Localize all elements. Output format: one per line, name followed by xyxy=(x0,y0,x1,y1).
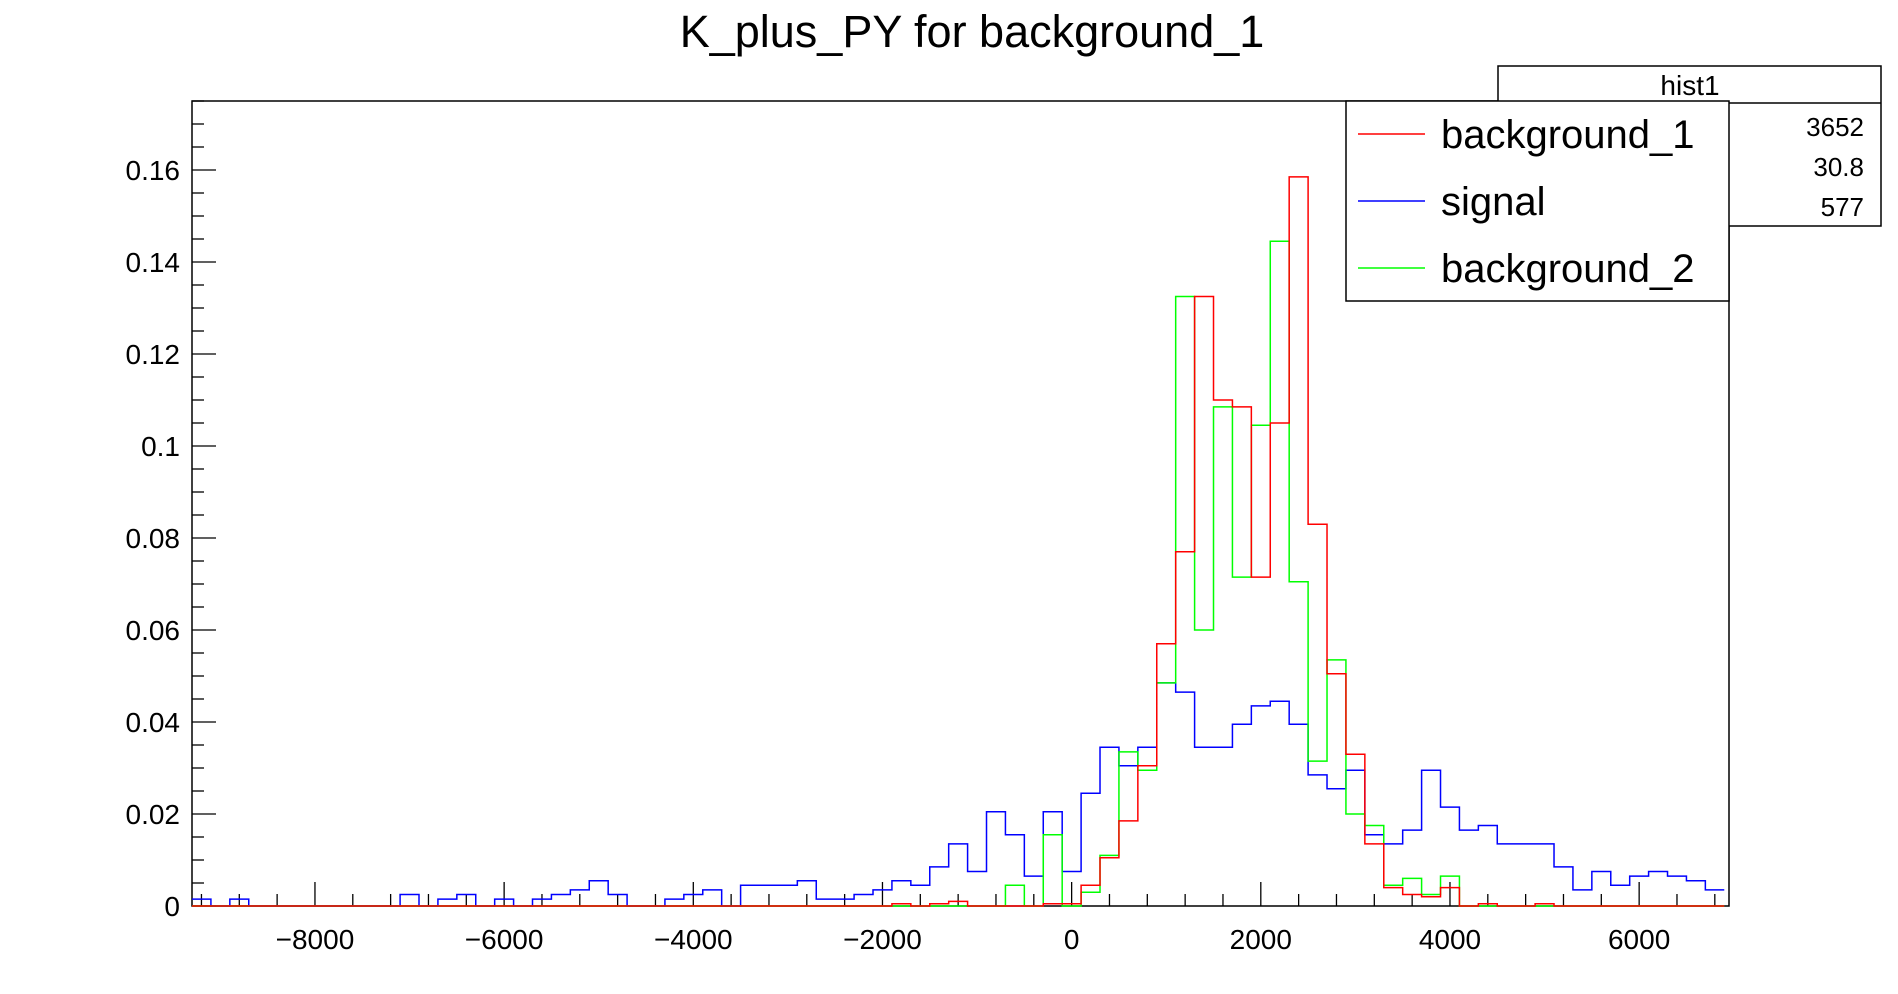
series-line-background-2 xyxy=(192,240,1725,907)
y-tick-label: 0.1 xyxy=(141,431,180,462)
y-tick-label: 0.04 xyxy=(126,707,181,738)
series-line-signal xyxy=(192,682,1725,907)
y-tick-label: 0.02 xyxy=(126,799,181,830)
legend-label-background-1: background_1 xyxy=(1441,113,1695,157)
legend-label-background-2: background_2 xyxy=(1441,247,1695,291)
y-tick-label: 0 xyxy=(164,891,180,922)
y-axis: 0 0.02 0.04 0.06 0.08 0.1 0.12 0.14 0.16 xyxy=(126,100,216,922)
x-tick-label: 0 xyxy=(1064,924,1080,955)
x-tick-label: 2000 xyxy=(1230,924,1292,955)
y-tick-label: 0.06 xyxy=(126,615,181,646)
stats-box-name: hist1 xyxy=(1660,70,1719,101)
y-tick-label: 0.12 xyxy=(126,339,181,370)
x-tick-label: −2000 xyxy=(843,924,922,955)
x-tick-label: −8000 xyxy=(276,924,355,955)
y-tick-label: 0.08 xyxy=(126,523,181,554)
histogram-series xyxy=(192,176,1725,907)
y-tick-label: 0.16 xyxy=(126,155,181,186)
x-axis: −8000 −6000 −4000 −2000 0 2000 4000 6000 xyxy=(200,882,1716,955)
x-tick-label: 4000 xyxy=(1419,924,1481,955)
legend: background_1 signal background_2 xyxy=(1345,100,1730,302)
stats-box-value: 30.8 xyxy=(1813,152,1864,182)
x-tick-label: −4000 xyxy=(654,924,733,955)
x-tick-label: −6000 xyxy=(465,924,544,955)
x-tick-label: 6000 xyxy=(1608,924,1670,955)
chart-title: K_plus_PY for background_1 xyxy=(680,6,1265,57)
legend-label-signal: signal xyxy=(1441,180,1546,224)
series-line-background-1 xyxy=(192,176,1725,907)
stats-box-value: 3652 xyxy=(1806,112,1864,142)
stats-box-value: 577 xyxy=(1821,192,1864,222)
y-tick-label: 0.14 xyxy=(126,247,181,278)
